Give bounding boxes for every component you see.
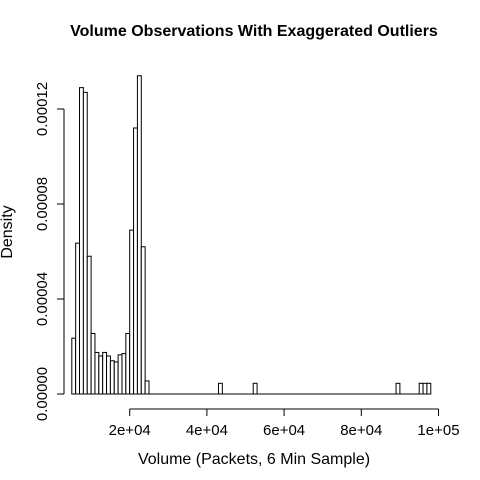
histogram-bar — [418, 382, 424, 395]
chart-title: Volume Observations With Exaggerated Out… — [70, 23, 438, 40]
y-axis-label: Density — [0, 205, 16, 258]
y-axis-ticks: 0.00000 0.00004 0.00008 0.00012 — [34, 82, 64, 421]
histogram-bar — [106, 355, 111, 395]
histogram-bar — [133, 127, 138, 395]
y-tick-label: 0.00012 — [34, 82, 51, 136]
y-tick-label: 0.00000 — [34, 367, 51, 421]
histogram-bar — [117, 354, 123, 395]
x-axis-label: Volume (Packets, 6 Min Sample) — [138, 451, 370, 468]
histogram-bar — [426, 382, 432, 395]
y-tick-label: 0.00008 — [34, 177, 51, 231]
histogram-bar — [75, 242, 81, 395]
x-tick-label: 6e+04 — [263, 422, 305, 439]
y-tick-label: 0.00004 — [34, 272, 51, 326]
histogram-bar — [140, 246, 146, 395]
histogram-bar — [422, 382, 428, 395]
histogram-bar — [217, 382, 223, 395]
x-tick-label: 2e+04 — [109, 422, 151, 439]
histogram-bar — [71, 337, 77, 395]
x-tick-label: 4e+04 — [186, 422, 228, 439]
histogram-bar — [136, 75, 142, 395]
histogram-bar — [121, 353, 127, 395]
histogram-bar — [90, 332, 96, 395]
x-tick-label: 8e+04 — [340, 422, 382, 439]
histogram-bars — [71, 75, 432, 395]
histogram-bar — [129, 229, 135, 395]
histogram-bar — [113, 361, 119, 395]
histogram-bar — [82, 91, 88, 395]
histogram-bar — [252, 382, 258, 395]
histogram-bar — [86, 255, 92, 395]
histogram-bar — [79, 87, 84, 395]
histogram-bar — [144, 380, 150, 395]
histogram-bar — [102, 351, 108, 395]
x-tick-label: 1e+05 — [417, 422, 459, 439]
histogram-bar — [109, 360, 115, 395]
histogram-bar — [125, 332, 131, 395]
histogram-bar — [98, 355, 104, 395]
histogram-bar — [395, 382, 401, 395]
x-axis-ticks: 2e+04 4e+04 6e+04 8e+04 1e+05 — [109, 409, 460, 439]
histogram-bar — [94, 351, 100, 395]
